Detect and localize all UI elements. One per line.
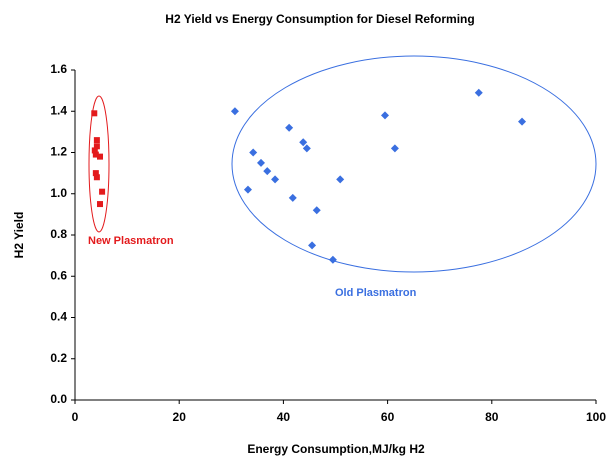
y-tick-label: 1.4	[50, 103, 67, 117]
annotation: Old Plasmatron	[335, 287, 417, 299]
chart-title: H2 Yield vs Energy Consumption for Diese…	[165, 12, 474, 26]
point	[302, 144, 311, 153]
x-axis-label: Energy Consumption,MJ/kg H2	[247, 442, 425, 456]
point	[299, 138, 308, 147]
point	[249, 148, 258, 157]
point	[271, 175, 280, 184]
y-tick-label: 0.4	[50, 310, 67, 324]
point	[380, 111, 389, 120]
point	[91, 147, 98, 154]
y-tick-label: 0.6	[50, 268, 67, 282]
point	[312, 206, 321, 215]
x-tick-label: 20	[173, 410, 187, 424]
point	[518, 117, 527, 126]
annotation: New Plasmatron	[88, 235, 174, 247]
point	[91, 110, 98, 117]
x-tick-label: 100	[586, 410, 606, 424]
x-tick-label: 0	[72, 410, 79, 424]
cluster-ellipse	[231, 55, 597, 273]
point	[99, 188, 106, 195]
point	[243, 185, 252, 194]
point	[285, 123, 294, 132]
point	[256, 158, 265, 167]
x-tick-label: 60	[381, 410, 395, 424]
y-axis-label: H2 Yield	[12, 212, 26, 259]
point	[92, 151, 99, 158]
point	[92, 170, 99, 177]
point	[230, 107, 239, 116]
y-tick-label: 1.6	[50, 62, 67, 76]
point	[97, 153, 104, 160]
point	[263, 167, 272, 176]
x-tick-label: 40	[277, 410, 291, 424]
y-tick-label: 1.0	[50, 186, 67, 200]
point	[336, 175, 345, 184]
point	[474, 88, 483, 97]
y-tick-label: 0.2	[50, 351, 67, 365]
point	[308, 241, 317, 250]
point	[93, 143, 100, 150]
y-tick-label: 0.8	[50, 227, 67, 241]
point	[390, 144, 399, 153]
y-tick-label: 0.0	[50, 392, 67, 406]
point	[93, 174, 100, 181]
point	[328, 255, 337, 264]
point	[288, 193, 297, 202]
point	[97, 201, 104, 208]
cluster-ellipse	[88, 95, 110, 233]
y-tick-label: 1.2	[50, 145, 67, 159]
point	[93, 137, 100, 144]
x-tick-label: 80	[485, 410, 499, 424]
